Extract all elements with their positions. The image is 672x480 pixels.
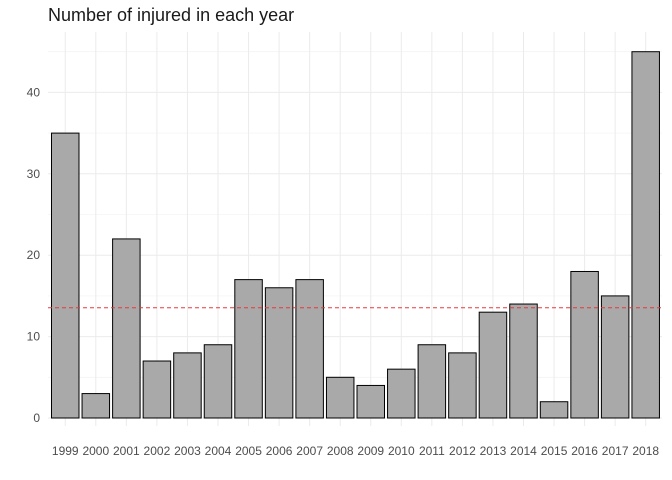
bars [51,51,660,419]
y-axis: 0 10 20 30 40 [27,85,41,425]
x-tick-label: 2011 [419,444,445,458]
x-tick-label: 2008 [327,444,354,458]
x-tick-label: 2004 [205,444,232,458]
bar-2003 [173,352,202,419]
x-tick-label: 2014 [510,444,537,458]
y-tick-label: 30 [27,167,41,181]
bar-2010 [387,368,416,419]
bar-2018 [631,51,660,419]
bar-2008 [325,376,355,419]
bar-2007 [295,279,324,419]
x-tick-label: 2003 [174,444,201,458]
x-tick-label: 2007 [296,444,323,458]
bar-2001 [112,238,141,419]
x-tick-label: 2015 [541,444,568,458]
bar-2012 [448,352,477,419]
bar-2011 [417,344,447,419]
x-axis: 1999 2000 2001 2002 2003 2004 2005 2006 2007 2008… [52,444,659,458]
x-tick-label: 2000 [82,444,109,458]
x-tick-label: 2010 [388,444,415,458]
bar-2000 [81,393,111,419]
x-tick-label: 2009 [357,444,384,458]
bar-2005 [234,279,263,419]
bar-2006 [264,287,294,419]
bar-2002 [142,360,172,419]
x-tick-label: 2006 [266,444,293,458]
bar-2017 [600,295,630,419]
x-tick-label: 2012 [449,444,476,458]
x-tick-label: 2013 [480,444,507,458]
bar-2009 [356,384,385,419]
x-tick-label: 1999 [52,444,79,458]
bar-2014 [509,303,538,419]
x-tick-label: 2016 [571,444,598,458]
y-tick-label: 0 [33,411,40,425]
bar-2015 [539,401,569,419]
bar-2013 [478,311,508,419]
x-tick-label: 2005 [235,444,262,458]
y-tick-label: 10 [27,330,41,344]
y-tick-label: 20 [27,248,41,262]
bar-1999 [51,132,80,419]
x-tick-label: 2001 [113,444,140,458]
chart-title: Number of injured in each year [48,5,295,25]
bar-2004 [203,344,233,419]
x-tick-label: 2018 [632,444,659,458]
y-tick-label: 40 [27,85,41,99]
x-tick-label: 2002 [144,444,171,458]
x-tick-label: 2017 [602,444,629,458]
bar-2016 [570,270,599,419]
